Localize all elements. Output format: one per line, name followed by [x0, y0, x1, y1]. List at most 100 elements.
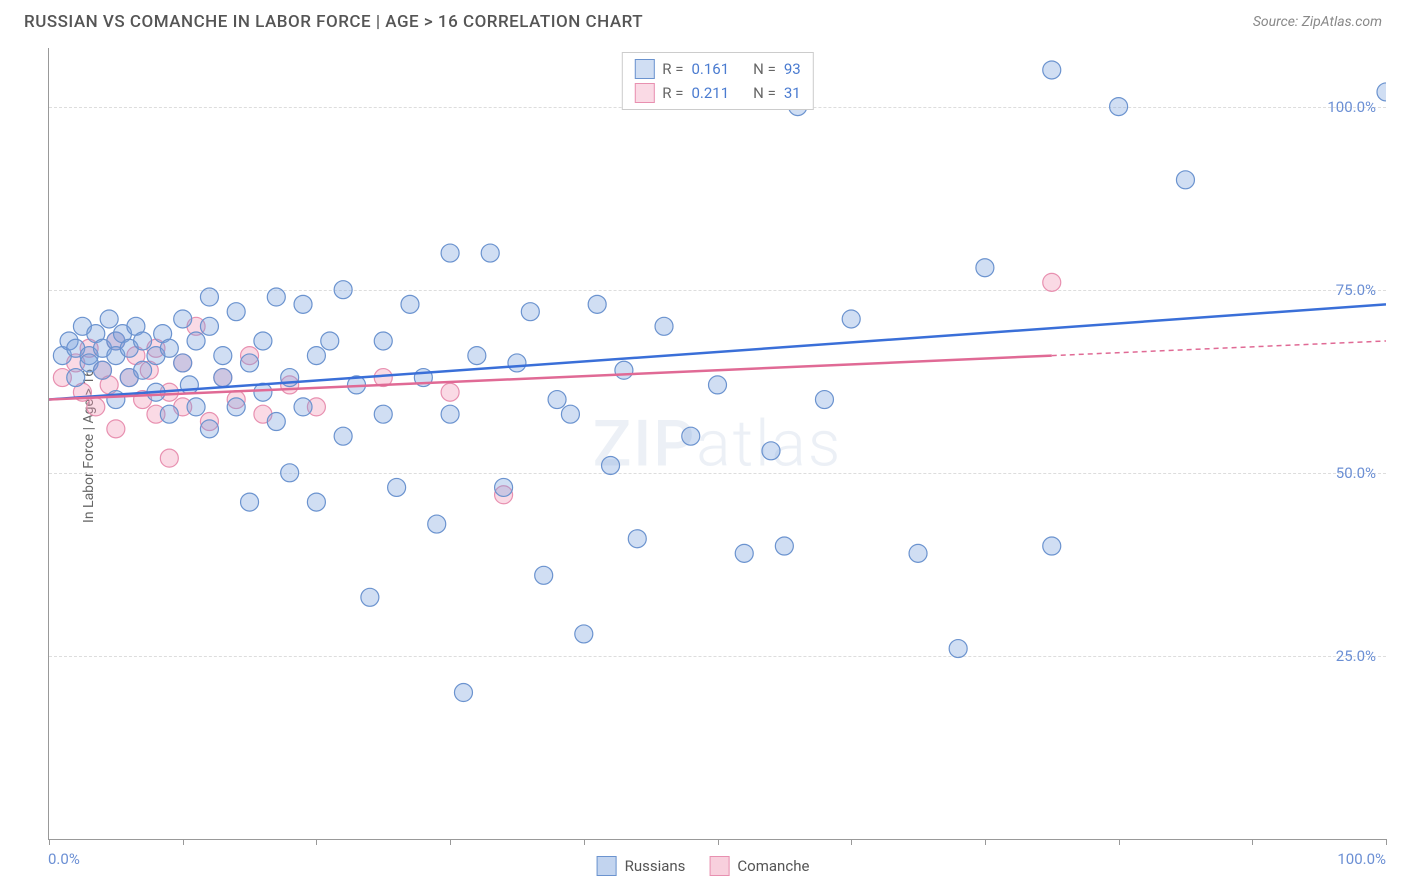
- data-point: [174, 310, 192, 328]
- data-point: [655, 317, 673, 335]
- x-tick: [49, 839, 50, 845]
- data-point: [187, 332, 205, 350]
- data-point: [254, 332, 272, 350]
- data-point: [67, 369, 85, 387]
- data-point: [227, 398, 245, 416]
- data-point: [775, 537, 793, 555]
- data-point: [374, 405, 392, 423]
- data-point: [735, 544, 753, 562]
- data-point: [548, 391, 566, 409]
- data-point: [468, 347, 486, 365]
- data-point: [214, 369, 232, 387]
- data-point: [1176, 171, 1194, 189]
- correlation-legend: R = 0.161 N = 93 R = 0.211 N = 31: [621, 52, 813, 110]
- data-point: [160, 339, 178, 357]
- data-point: [441, 244, 459, 262]
- data-point: [1377, 83, 1386, 101]
- data-point: [334, 427, 352, 445]
- data-point: [588, 295, 606, 313]
- data-point: [561, 405, 579, 423]
- x-tick: [183, 839, 184, 845]
- x-axis-max-label: 100.0%: [1337, 850, 1386, 868]
- legend-row-comanche: R = 0.211 N = 31: [634, 81, 800, 105]
- x-tick: [851, 839, 852, 845]
- data-point: [481, 244, 499, 262]
- r-value-russians: 0.161: [691, 60, 729, 78]
- scatter-svg: [49, 48, 1386, 839]
- n-label: N =: [753, 84, 776, 102]
- data-point: [401, 295, 419, 313]
- n-value-comanche: 31: [784, 84, 801, 102]
- swatch-russians: [634, 59, 654, 79]
- x-tick: [718, 839, 719, 845]
- data-point: [762, 442, 780, 460]
- data-point: [949, 640, 967, 658]
- data-point: [909, 544, 927, 562]
- data-point: [441, 405, 459, 423]
- data-point: [628, 530, 646, 548]
- series-legend: Russians Comanche: [597, 856, 810, 876]
- data-point: [134, 332, 152, 350]
- data-point: [174, 354, 192, 372]
- data-point: [508, 354, 526, 372]
- data-point: [1110, 98, 1128, 116]
- x-tick: [584, 839, 585, 845]
- r-label: R =: [662, 84, 683, 102]
- chart-title: RUSSIAN VS COMANCHE IN LABOR FORCE | AGE…: [24, 12, 643, 32]
- data-point: [441, 383, 459, 401]
- data-point: [615, 361, 633, 379]
- data-point: [1043, 61, 1061, 79]
- data-point: [428, 515, 446, 533]
- trend-line-dashed: [1052, 341, 1386, 356]
- legend-label-russians: Russians: [625, 857, 686, 875]
- data-point: [454, 684, 472, 702]
- data-point: [160, 405, 178, 423]
- data-point: [976, 259, 994, 277]
- data-point: [214, 347, 232, 365]
- x-tick: [1119, 839, 1120, 845]
- data-point: [281, 464, 299, 482]
- x-tick: [985, 839, 986, 845]
- legend-item-comanche: Comanche: [709, 856, 809, 876]
- data-point: [200, 288, 218, 306]
- n-value-russians: 93: [784, 60, 801, 78]
- data-point: [87, 398, 105, 416]
- data-point: [187, 398, 205, 416]
- data-point: [709, 376, 727, 394]
- data-point: [815, 391, 833, 409]
- data-point: [374, 332, 392, 350]
- data-point: [842, 310, 860, 328]
- data-point: [294, 295, 312, 313]
- data-point: [200, 317, 218, 335]
- data-point: [227, 303, 245, 321]
- n-label: N =: [753, 60, 776, 78]
- source-label: Source: ZipAtlas.com: [1253, 14, 1382, 30]
- legend-row-russians: R = 0.161 N = 93: [634, 57, 800, 81]
- data-point: [575, 625, 593, 643]
- data-point: [361, 588, 379, 606]
- chart-plot-area: R = 0.161 N = 93 R = 0.211 N = 31 ZIPatl…: [48, 48, 1386, 840]
- data-point: [602, 456, 620, 474]
- data-point: [535, 566, 553, 584]
- data-point: [160, 449, 178, 467]
- data-point: [495, 478, 513, 496]
- x-axis-min-label: 0.0%: [48, 850, 80, 868]
- data-point: [294, 398, 312, 416]
- data-point: [267, 413, 285, 431]
- data-point: [267, 288, 285, 306]
- data-point: [1043, 537, 1061, 555]
- x-tick: [1386, 839, 1387, 845]
- data-point: [388, 478, 406, 496]
- data-point: [307, 347, 325, 365]
- x-tick: [450, 839, 451, 845]
- data-point: [100, 310, 118, 328]
- data-point: [241, 354, 259, 372]
- data-point: [334, 281, 352, 299]
- data-point: [307, 493, 325, 511]
- data-point: [107, 420, 125, 438]
- data-point: [682, 427, 700, 445]
- data-point: [1043, 273, 1061, 291]
- x-tick: [1252, 839, 1253, 845]
- data-point: [134, 361, 152, 379]
- swatch-russians-bottom: [597, 856, 617, 876]
